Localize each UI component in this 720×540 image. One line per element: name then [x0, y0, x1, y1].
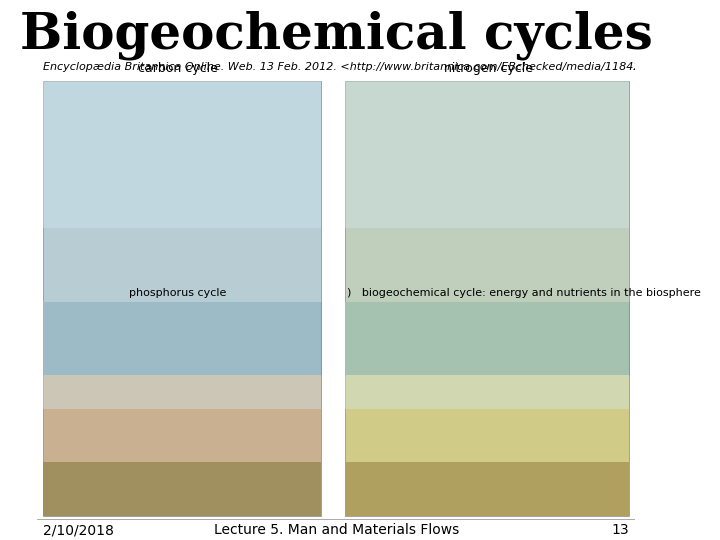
- FancyBboxPatch shape: [345, 302, 629, 375]
- Text: Lecture 5. Man and Materials Flows: Lecture 5. Man and Materials Flows: [214, 523, 459, 537]
- Text: Biogeochemical cycles: Biogeochemical cycles: [20, 10, 652, 60]
- FancyBboxPatch shape: [43, 302, 321, 516]
- Text: nitrogen cycle: nitrogen cycle: [444, 62, 533, 75]
- FancyBboxPatch shape: [43, 302, 321, 409]
- FancyBboxPatch shape: [345, 302, 629, 409]
- Text: 2/10/2018: 2/10/2018: [43, 523, 114, 537]
- Text: Encyclopædia Britannica Online. Web. 13 Feb. 2012. <http://www.britannica.com/EB: Encyclopædia Britannica Online. Web. 13 …: [43, 63, 720, 72]
- FancyBboxPatch shape: [43, 462, 321, 516]
- FancyBboxPatch shape: [43, 302, 321, 375]
- Text: )   biogeochemical cycle: energy and nutrients in the biosphere: ) biogeochemical cycle: energy and nutri…: [347, 288, 701, 298]
- Text: phosphorus cycle: phosphorus cycle: [129, 288, 227, 298]
- FancyBboxPatch shape: [345, 302, 629, 516]
- FancyBboxPatch shape: [43, 81, 321, 375]
- FancyBboxPatch shape: [345, 81, 629, 228]
- Text: carbon cycle: carbon cycle: [138, 62, 217, 75]
- FancyBboxPatch shape: [43, 81, 321, 228]
- Text: 13: 13: [611, 523, 629, 537]
- FancyBboxPatch shape: [345, 462, 629, 516]
- FancyBboxPatch shape: [345, 81, 629, 375]
